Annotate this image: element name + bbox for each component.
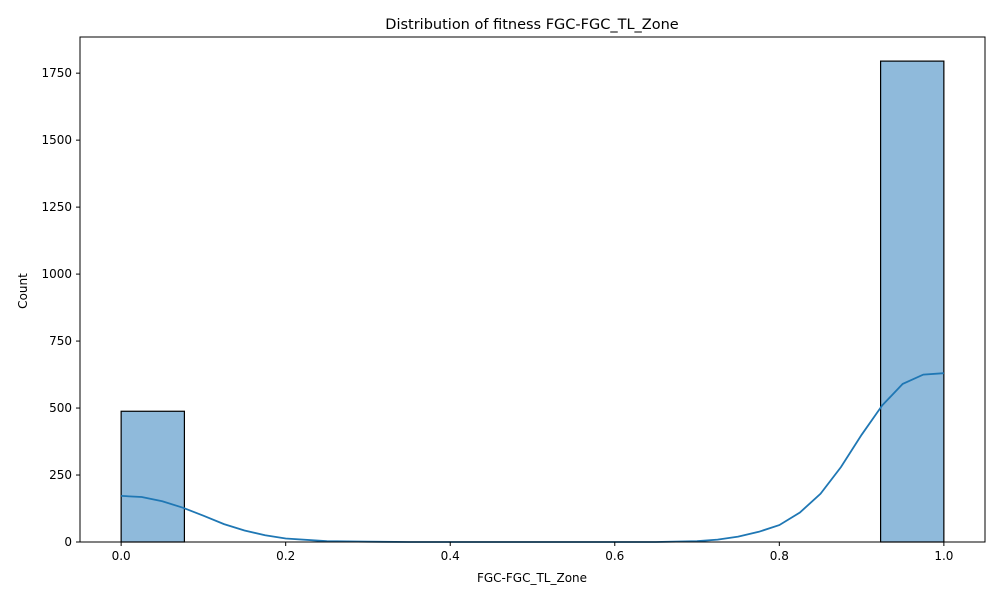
x-axis-label: FGC-FGC_TL_Zone — [477, 571, 587, 585]
y-tick-label: 1750 — [41, 66, 72, 80]
chart-title: Distribution of fitness FGC-FGC_TL_Zone — [385, 17, 678, 33]
x-tick-label: 0.6 — [605, 549, 624, 563]
axes-frame — [79, 36, 986, 543]
x-tick-label: 0.2 — [276, 549, 295, 563]
y-tick-label: 250 — [49, 468, 72, 482]
x-tick-label: 1.0 — [934, 549, 953, 563]
x-tick-label: 0.0 — [112, 549, 131, 563]
histogram-bar-1 — [879, 60, 945, 543]
x-tick-label: 0.8 — [770, 549, 789, 563]
x-axis-ticks: 0.0 0.2 0.4 0.6 0.8 1.0 — [112, 542, 953, 563]
plot-frame — [79, 36, 986, 543]
y-tick-label: 0 — [64, 535, 72, 549]
y-tick-label: 500 — [49, 401, 72, 415]
y-tick-label: 1000 — [41, 267, 72, 281]
x-tick-label: 0.4 — [441, 549, 460, 563]
histogram-bar-0 — [120, 410, 186, 543]
y-axis-label: Count — [16, 273, 30, 309]
y-tick-label: 750 — [49, 334, 72, 348]
y-tick-label: 1250 — [41, 200, 72, 214]
histogram-bars — [120, 60, 945, 543]
y-axis-ticks: 0 250 500 750 1000 1250 1500 1750 — [41, 66, 80, 549]
y-tick-label: 1500 — [41, 133, 72, 147]
